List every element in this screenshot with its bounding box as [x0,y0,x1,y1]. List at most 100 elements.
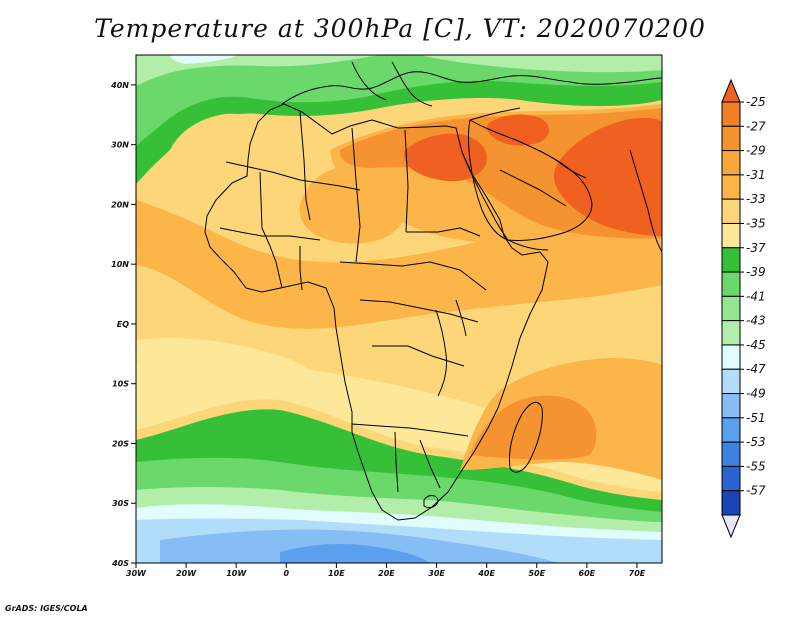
border-west-1 [219,227,321,241]
colorbar-label: -47 [746,362,766,376]
colorbar-swatch [721,368,741,395]
plot-frame [135,54,663,564]
colorbar-label: -39 [746,265,766,279]
border-lakes [435,309,447,397]
colorbar-swatch [721,271,741,297]
lon-tick-label: 10E [328,569,345,578]
persian-gulf [555,159,587,179]
colorbar-label: -37 [746,241,766,255]
colorbar-swatch [721,465,741,492]
colorbar-label: -49 [746,387,766,401]
colorbar-label: -25 [746,95,766,109]
map-axes: 30W 20W 10W 0 10E 20E 30E 40E 50E 60E 70E 40N 30N 20N… [110,54,663,578]
border-sahara-5 [259,171,271,247]
lat-tick-label: 30N [111,141,129,150]
lon-tick-label: 60E [579,569,596,578]
colorbar-swatch [721,198,741,224]
colorbar-bottom-cap [721,514,741,539]
lon-tick-label: 10W [226,569,247,578]
field-band-29-se [470,395,597,460]
border-sahara-1 [225,161,361,191]
colorbar-swatch [721,101,741,127]
field-band-39-north [136,55,662,146]
colorbar-label: -45 [746,338,766,352]
border-sahara-2 [299,111,311,221]
colorbar-swatch [721,320,741,346]
colorbar-label: -55 [746,459,766,473]
red-sea [461,151,509,241]
colorbar-label: -35 [746,216,766,230]
colorbar-swatch [721,125,741,152]
temperature-field [136,55,662,563]
field-band-41-north-b [420,55,662,73]
colorbar-swatch [721,393,741,419]
field-band-27-ne-1 [404,133,487,182]
border-west-2 [269,245,283,289]
lat-tick-label: 10N [111,260,129,269]
colorbar: -25 -27 -29 -31 -33 -35 -37 -39 -41 -43 -45 -47 -49 -… [721,78,766,539]
lesotho [423,495,439,509]
lat-tick-label: EQ [117,320,129,329]
colorbar-swatch [721,295,741,322]
lat-tick-label: 20N [111,200,129,209]
colorbar-label: -53 [746,435,766,449]
lat-tick-label: 20S [112,439,129,448]
border-lakes-2 [455,299,467,337]
border-south-1 [351,423,469,437]
colorbar-swatch [721,417,741,443]
field-band-35-west [136,338,313,388]
country-boundaries [204,61,662,521]
field-band-43-north [170,55,240,64]
arabia-border [499,169,567,207]
border-west-3 [299,246,303,291]
field-band-33-nw [167,113,281,191]
border-central-1 [339,261,487,291]
colorbar-swatch [721,247,741,273]
border-sahara-3 [351,127,361,263]
colorbar-label: -29 [746,144,766,158]
field-band-31-eq [136,245,662,329]
border-south-2 [394,431,399,493]
lon-tick-label: 0 [283,569,289,578]
colorbar-swatch [721,344,741,370]
italy [351,61,387,101]
colorbar-label: -33 [746,192,766,206]
colorbar-label: -43 [746,314,766,328]
map-title: Temperature at 300hPa [C], VT: 202007020… [94,14,706,43]
field-band-27-ne-3 [486,114,549,146]
border-south-3 [419,439,441,489]
credit-text: GrADS: IGES/COLA [5,604,88,613]
africa-coastline [204,103,549,521]
colorbar-label: -57 [746,484,766,498]
madagascar [509,401,543,473]
colorbar-label: -31 [746,168,766,182]
horn-coast [507,239,549,251]
lon-tick-label: 20W [176,569,197,578]
lat-tick-label: 40S [111,559,129,568]
lat-tick-label: 40N [110,81,129,90]
colorbar-top-cap [721,78,741,103]
india-coast [629,149,662,253]
colorbar-swatch [721,174,741,200]
lon-tick-label: 50E [528,569,545,578]
border-sahara-4 [404,129,409,233]
colorbar-swatch [721,441,741,467]
lon-tick-label: 70E [629,569,646,578]
lat-tick-label: 10S [112,380,129,389]
border-central-2 [359,299,479,323]
lon-tick-label: 20E [378,569,395,578]
lon-tick-label: 30W [126,569,147,578]
colorbar-swatch [721,222,741,249]
field-band-31-wa [136,200,662,283]
levant-border [469,107,521,121]
lon-tick-label: 40E [477,569,495,578]
colorbar-label: -51 [746,411,766,425]
colorbar-label: -41 [746,289,766,303]
lat-tick-label: 30S [112,499,129,508]
balkans [391,61,433,107]
colorbar-swatch [721,150,741,176]
field-band-27-ne-2 [553,117,662,236]
border-east-1 [406,227,481,237]
